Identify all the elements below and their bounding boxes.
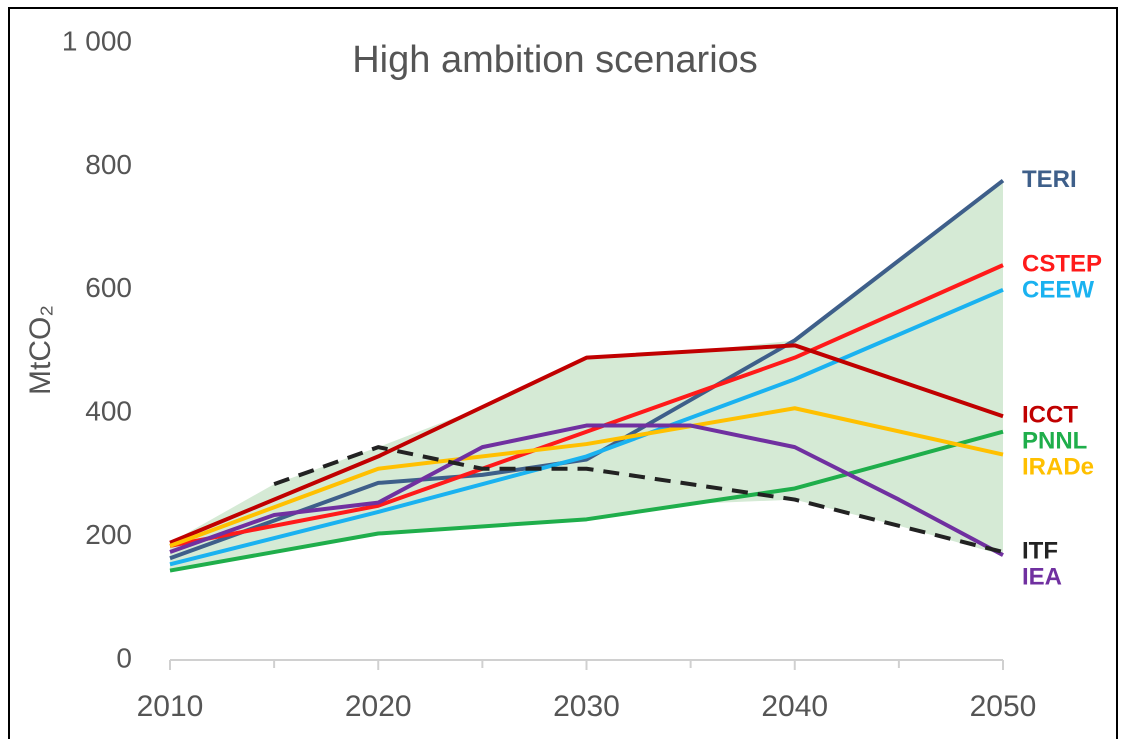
y-tick-label: 400 [85, 396, 132, 427]
series-line [169, 423, 1004, 557]
y-tick-label: 0 [116, 642, 132, 673]
chart-title: High ambition scenarios [352, 39, 758, 81]
series-label: CSTEP [1022, 250, 1102, 277]
series-label: TERI [1022, 166, 1077, 193]
range-area [170, 180, 1003, 571]
series-line [169, 263, 1004, 548]
series-line [169, 343, 1004, 545]
x-tick-label: 2050 [970, 690, 1037, 723]
y-tick-label: 600 [85, 272, 132, 303]
series-label: CEEW [1022, 276, 1094, 303]
series-label: ICCT [1022, 402, 1078, 429]
series-label: ITF [1022, 537, 1058, 564]
y-tick-label: 200 [85, 519, 132, 550]
x-tick-label: 2030 [553, 690, 620, 723]
frame [8, 7, 1118, 739]
series-label: PNNL [1022, 428, 1087, 455]
series-line [169, 287, 1004, 567]
y-axis-label: MtCO₂ [24, 305, 57, 395]
series-label: IEA [1022, 563, 1062, 590]
series-label: IRADe [1022, 454, 1094, 481]
x-tick-label: 2020 [345, 690, 412, 723]
series-line [169, 406, 1004, 548]
series-line [273, 445, 1004, 554]
series-line [169, 429, 1004, 573]
x-tick-label: 2040 [761, 690, 828, 723]
x-tick-label: 2010 [137, 690, 204, 723]
y-tick-label: 1 000 [62, 25, 132, 56]
y-tick-label: 800 [85, 149, 132, 180]
